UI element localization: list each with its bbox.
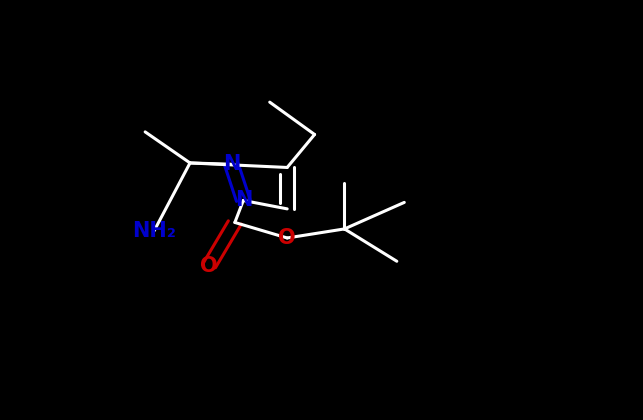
Text: N: N (235, 190, 252, 210)
Text: NH₂: NH₂ (132, 221, 176, 241)
Text: O: O (200, 256, 218, 276)
Text: O: O (278, 228, 296, 248)
Text: N: N (222, 154, 240, 174)
